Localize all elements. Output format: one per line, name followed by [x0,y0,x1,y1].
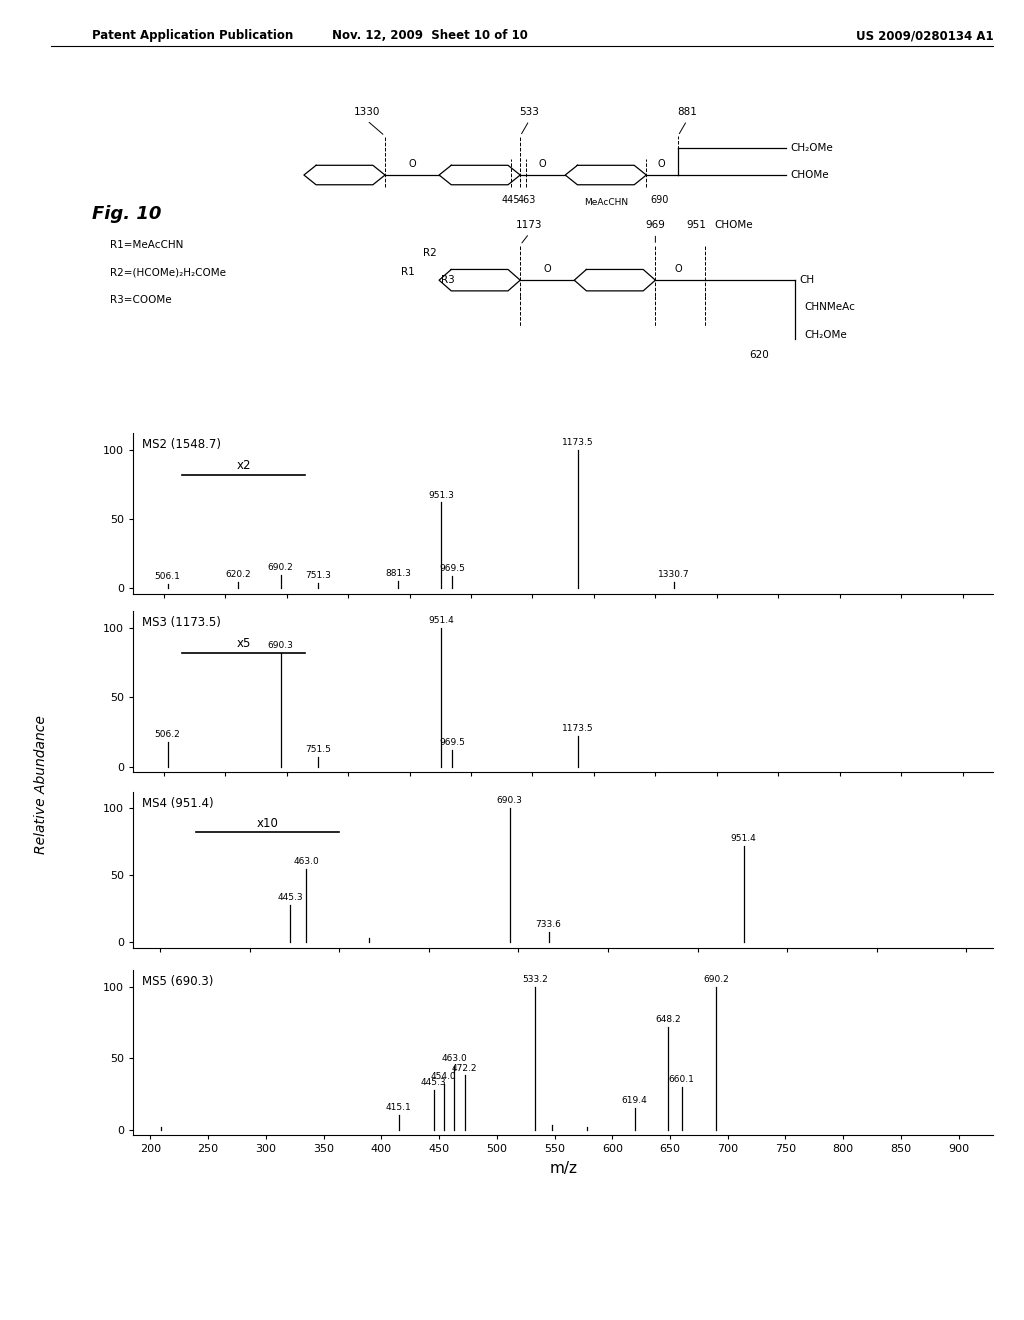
Text: 620.2: 620.2 [225,570,251,579]
Text: 506.2: 506.2 [155,730,180,739]
Text: 881: 881 [677,107,697,116]
Text: R2: R2 [423,248,437,257]
Text: R1=MeAcCHN: R1=MeAcCHN [111,240,183,249]
Text: 951.4: 951.4 [731,834,757,843]
Text: 751.5: 751.5 [305,746,332,754]
Text: 969.5: 969.5 [439,564,465,573]
Text: x10: x10 [257,817,279,829]
Text: 619.4: 619.4 [622,1097,647,1105]
Text: 445: 445 [502,194,520,205]
Text: 751.3: 751.3 [305,572,331,579]
Text: 620: 620 [750,350,769,360]
Text: 690.3: 690.3 [268,642,294,649]
Text: 690: 690 [651,194,670,205]
Text: CHOMe: CHOMe [791,170,829,180]
Text: 969: 969 [645,219,666,230]
Text: 1330.7: 1330.7 [658,570,690,578]
Text: Patent Application Publication: Patent Application Publication [92,29,294,42]
Text: 951: 951 [686,219,706,230]
Text: MS5 (690.3): MS5 (690.3) [141,975,213,989]
Text: 445.3: 445.3 [421,1078,446,1086]
Text: MS4 (951.4): MS4 (951.4) [141,797,213,809]
Text: 969.5: 969.5 [439,738,465,747]
Text: 1330: 1330 [354,107,380,116]
Text: 660.1: 660.1 [669,1074,694,1084]
Text: R3=COOMe: R3=COOMe [111,294,172,305]
Text: R1: R1 [400,268,415,277]
Text: 881.3: 881.3 [385,569,411,578]
Text: 463.0: 463.0 [441,1053,467,1063]
Text: O: O [674,264,682,275]
Text: 690.2: 690.2 [268,562,294,572]
Text: 1173.5: 1173.5 [562,438,594,447]
Text: 1173: 1173 [516,219,543,230]
Text: Nov. 12, 2009  Sheet 10 of 10: Nov. 12, 2009 Sheet 10 of 10 [332,29,528,42]
Text: O: O [657,160,666,169]
X-axis label: m/z: m/z [549,1162,578,1176]
Text: O: O [409,160,416,169]
Text: R2=(HCOMe)₂H₂COMe: R2=(HCOMe)₂H₂COMe [111,268,226,277]
Text: 690.3: 690.3 [497,796,522,805]
Text: 1173.5: 1173.5 [562,725,594,734]
Text: 445.3: 445.3 [278,894,303,902]
Text: 472.2: 472.2 [452,1064,477,1073]
Text: CH₂OMe: CH₂OMe [791,143,834,153]
Text: 951.4: 951.4 [428,616,454,626]
Text: MeAcCHN: MeAcCHN [584,198,628,207]
Text: R3: R3 [441,275,455,285]
Text: 733.6: 733.6 [536,920,561,929]
Text: 463.0: 463.0 [293,857,318,866]
Text: 690.2: 690.2 [703,975,729,985]
Text: x5: x5 [237,638,251,649]
Text: 533: 533 [519,107,540,116]
Text: 463: 463 [517,194,536,205]
Text: MS3 (1173.5): MS3 (1173.5) [141,616,220,630]
Text: CHNMeAc: CHNMeAc [804,302,855,313]
Text: O: O [539,160,547,169]
Text: 506.1: 506.1 [155,572,180,581]
Text: x2: x2 [237,459,251,471]
Text: O: O [544,264,551,275]
Text: CHOMe: CHOMe [714,219,753,230]
Text: 415.1: 415.1 [386,1104,412,1113]
Text: 951.3: 951.3 [428,491,454,499]
Text: 533.2: 533.2 [522,975,548,985]
Text: Fig. 10: Fig. 10 [92,205,162,223]
Text: US 2009/0280134 A1: US 2009/0280134 A1 [856,29,993,42]
Text: CH₂OMe: CH₂OMe [804,330,847,339]
Text: CH: CH [800,275,815,285]
Text: 648.2: 648.2 [655,1015,681,1024]
Text: Relative Abundance: Relative Abundance [34,714,48,854]
Text: MS2 (1548.7): MS2 (1548.7) [141,438,221,451]
Text: 454.0: 454.0 [431,1072,457,1081]
